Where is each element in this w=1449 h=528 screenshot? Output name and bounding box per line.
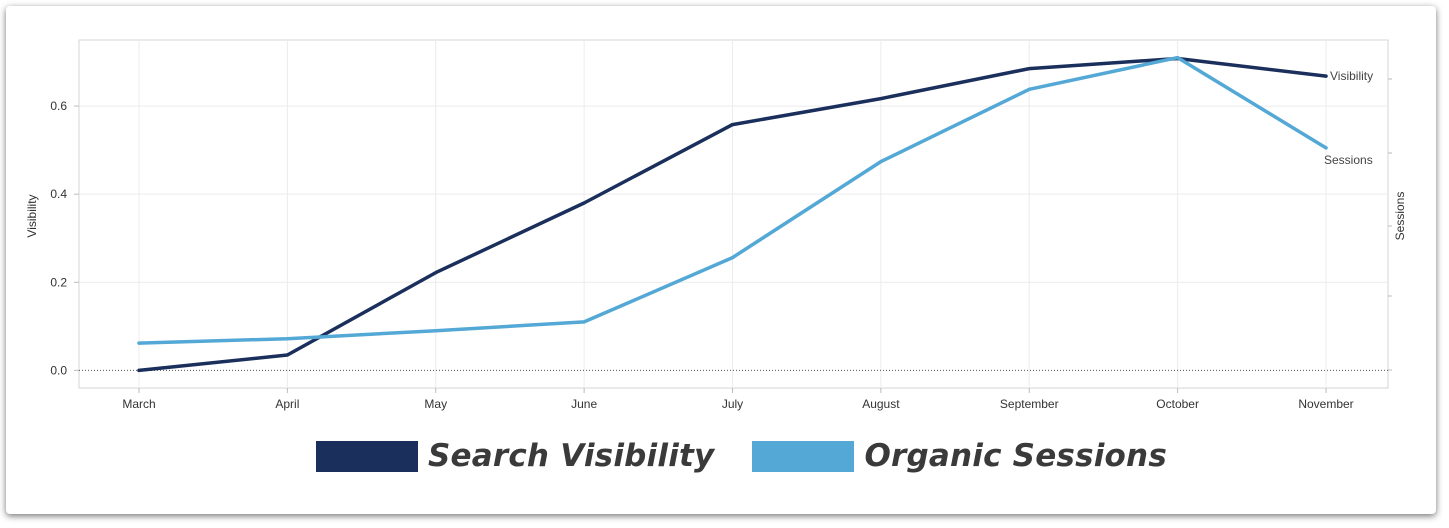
data-point [1027,67,1031,71]
x-tick-label: April [275,397,299,411]
y2-axis-title: Sessions [1393,192,1407,241]
data-point [1324,74,1328,78]
data-point [285,337,289,341]
grid [78,39,1389,389]
data-point [582,320,586,324]
chart-card [6,6,1436,514]
data-point [434,270,438,275]
y-tick-label: 0.4 [50,187,67,201]
legend: Search Visibility Organic Sessions [316,436,1205,476]
series-end-label: Sessions [1324,153,1373,167]
x-tick-label: November [1298,397,1353,411]
y-axis-title: Visibility [25,194,39,237]
x-tick-label: March [122,397,155,411]
data-point [137,368,141,372]
data-point [1176,56,1180,60]
data-point [1027,87,1031,91]
legend-item-organic-sessions[interactable]: Organic Sessions [752,438,1167,474]
axes: March April May June July August September Octo… [50,78,1392,411]
plot-frame [78,39,1389,389]
y-tick-label: 0.0 [50,363,67,377]
x-tick-label: August [862,397,900,411]
x-tick-label: September [1000,397,1059,411]
legend-label-search-visibility: Search Visibility [428,438,715,474]
data-point [434,329,438,333]
data-point [730,122,735,127]
y-tick-label: 0.6 [50,99,67,113]
series-lines [137,55,1328,373]
series-end-label: Visibility [1330,69,1373,83]
x-tick-label: June [571,397,597,411]
legend-swatch-organic-sessions [752,440,855,472]
data-point [879,159,883,164]
data-point [137,341,141,345]
legend-item-search-visibility[interactable]: Search Visibility [316,438,714,474]
y-tick-label: 0.2 [50,275,67,289]
data-point [730,256,735,260]
x-tick-label: May [424,397,447,411]
legend-label-organic-sessions: Organic Sessions [864,438,1167,474]
data-point [879,96,883,101]
legend-swatch-search-visibility [316,440,418,472]
data-point [1324,146,1328,150]
data-point [582,201,586,205]
x-tick-label: October [1156,397,1199,411]
data-point [285,353,289,357]
x-tick-label: July [722,397,743,411]
